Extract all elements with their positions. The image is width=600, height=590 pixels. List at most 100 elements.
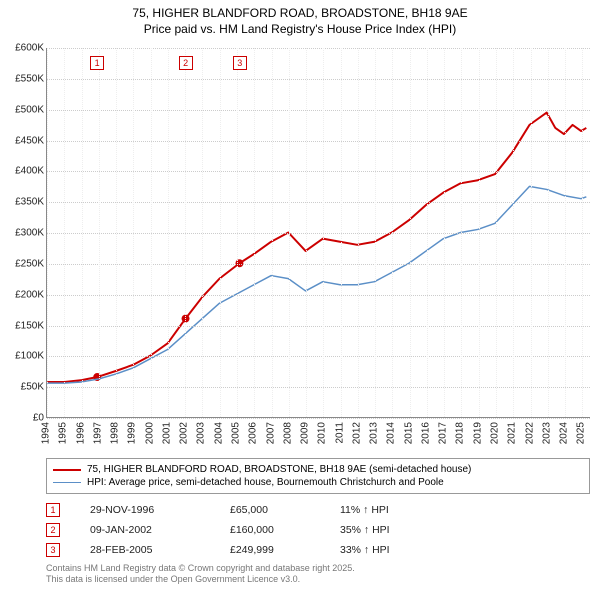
gridline-v bbox=[565, 48, 566, 417]
x-axis-label: 2008 bbox=[282, 422, 293, 444]
footer-line-1: Contains HM Land Registry data © Crown c… bbox=[46, 563, 355, 575]
x-axis-label: 2016 bbox=[420, 422, 431, 444]
event-price: £160,000 bbox=[230, 524, 310, 536]
legend-swatch bbox=[53, 482, 81, 483]
legend-label: 75, HIGHER BLANDFORD ROAD, BROADSTONE, B… bbox=[87, 464, 471, 475]
x-axis-label: 1994 bbox=[41, 422, 52, 444]
chart-marker-1: 1 bbox=[90, 56, 104, 70]
legend-swatch bbox=[53, 469, 81, 471]
x-axis-label: 2022 bbox=[524, 422, 535, 444]
event-date: 09-JAN-2002 bbox=[90, 524, 200, 536]
y-axis-label: £450K bbox=[2, 135, 44, 146]
footer-attribution: Contains HM Land Registry data © Crown c… bbox=[46, 563, 355, 586]
gridline-v bbox=[444, 48, 445, 417]
event-marker-3: 3 bbox=[46, 543, 60, 557]
x-axis-label: 2003 bbox=[196, 422, 207, 444]
gridline-v bbox=[237, 48, 238, 417]
x-axis-label: 2024 bbox=[559, 422, 570, 444]
gridline-h bbox=[47, 264, 590, 265]
gridline-v bbox=[358, 48, 359, 417]
gridline-h bbox=[47, 79, 590, 80]
x-axis-label: 1998 bbox=[110, 422, 121, 444]
chart-plot-area: 1 2 3 bbox=[46, 48, 590, 418]
y-axis-label: £200K bbox=[2, 289, 44, 300]
event-row: 129-NOV-1996£65,00011% ↑ HPI bbox=[46, 500, 590, 520]
series-line-price_paid bbox=[47, 113, 586, 382]
x-axis-label: 2015 bbox=[403, 422, 414, 444]
gridline-h bbox=[47, 295, 590, 296]
chart-marker-3: 3 bbox=[233, 56, 247, 70]
gridline-v bbox=[306, 48, 307, 417]
gridline-v bbox=[548, 48, 549, 417]
x-axis-label: 2014 bbox=[386, 422, 397, 444]
y-axis-label: £100K bbox=[2, 351, 44, 362]
gridline-v bbox=[151, 48, 152, 417]
gridline-v bbox=[427, 48, 428, 417]
title-line-2: Price paid vs. HM Land Registry's House … bbox=[0, 22, 600, 38]
x-axis-label: 1995 bbox=[58, 422, 69, 444]
gridline-v bbox=[375, 48, 376, 417]
event-delta: 11% ↑ HPI bbox=[340, 504, 440, 516]
event-delta: 35% ↑ HPI bbox=[340, 524, 440, 536]
gridline-v bbox=[461, 48, 462, 417]
gridline-h bbox=[47, 387, 590, 388]
gridline-v bbox=[64, 48, 65, 417]
x-axis-label: 2012 bbox=[351, 422, 362, 444]
legend-label: HPI: Average price, semi-detached house,… bbox=[87, 477, 444, 488]
y-axis-label: £500K bbox=[2, 104, 44, 115]
event-delta: 33% ↑ HPI bbox=[340, 544, 440, 556]
gridline-v bbox=[202, 48, 203, 417]
gridline-v bbox=[392, 48, 393, 417]
x-axis-label: 2007 bbox=[265, 422, 276, 444]
gridline-v bbox=[496, 48, 497, 417]
x-axis-label: 2002 bbox=[179, 422, 190, 444]
event-row: 2 09-JAN-2002 £160,000 35% ↑ HPI bbox=[46, 520, 590, 540]
legend-row: HPI: Average price, semi-detached house,… bbox=[53, 476, 583, 489]
gridline-v bbox=[323, 48, 324, 417]
gridline-v bbox=[479, 48, 480, 417]
title-line-1: 75, HIGHER BLANDFORD ROAD, BROADSTONE, B… bbox=[0, 6, 600, 22]
gridline-h bbox=[47, 141, 590, 142]
events-table: 129-NOV-1996£65,00011% ↑ HPI209-JAN-2002… bbox=[46, 500, 590, 560]
y-axis-label: £250K bbox=[2, 258, 44, 269]
gridline-v bbox=[116, 48, 117, 417]
title-block: 75, HIGHER BLANDFORD ROAD, BROADSTONE, B… bbox=[0, 0, 600, 37]
gridline-h bbox=[47, 356, 590, 357]
gridline-h bbox=[47, 326, 590, 327]
y-axis-label: £50K bbox=[2, 382, 44, 393]
gridline-v bbox=[582, 48, 583, 417]
x-axis-label: 2025 bbox=[576, 422, 587, 444]
y-axis-label: £350K bbox=[2, 197, 44, 208]
y-axis-label: £0 bbox=[2, 413, 44, 424]
x-axis-label: 2005 bbox=[230, 422, 241, 444]
x-axis-label: 2020 bbox=[490, 422, 501, 444]
event-price: £65,000 bbox=[230, 504, 310, 516]
gridline-v bbox=[513, 48, 514, 417]
x-axis-label: 2019 bbox=[472, 422, 483, 444]
y-axis-label: £550K bbox=[2, 73, 44, 84]
gridline-v bbox=[272, 48, 273, 417]
gridline-v bbox=[133, 48, 134, 417]
x-axis-label: 2018 bbox=[455, 422, 466, 444]
gridline-v bbox=[410, 48, 411, 417]
event-price: £249,999 bbox=[230, 544, 310, 556]
gridline-h bbox=[47, 418, 590, 419]
gridline-v bbox=[47, 48, 48, 417]
y-axis-label: £600K bbox=[2, 43, 44, 54]
event-marker-2: 2 bbox=[46, 523, 60, 537]
gridline-v bbox=[289, 48, 290, 417]
x-axis-label: 1997 bbox=[92, 422, 103, 444]
event-date: 28-FEB-2005 bbox=[90, 544, 200, 556]
gridline-h bbox=[47, 233, 590, 234]
series-line-hpi bbox=[47, 186, 586, 383]
x-axis-label: 1999 bbox=[127, 422, 138, 444]
event-date: 29-NOV-1996 bbox=[90, 504, 200, 516]
x-axis-label: 2000 bbox=[144, 422, 155, 444]
x-axis-label: 2021 bbox=[507, 422, 518, 444]
y-axis-label: £150K bbox=[2, 320, 44, 331]
footer-line-2: This data is licensed under the Open Gov… bbox=[46, 574, 355, 586]
gridline-v bbox=[341, 48, 342, 417]
legend-box: 75, HIGHER BLANDFORD ROAD, BROADSTONE, B… bbox=[46, 458, 590, 494]
chart-marker-2: 2 bbox=[179, 56, 193, 70]
x-axis-label: 2010 bbox=[317, 422, 328, 444]
